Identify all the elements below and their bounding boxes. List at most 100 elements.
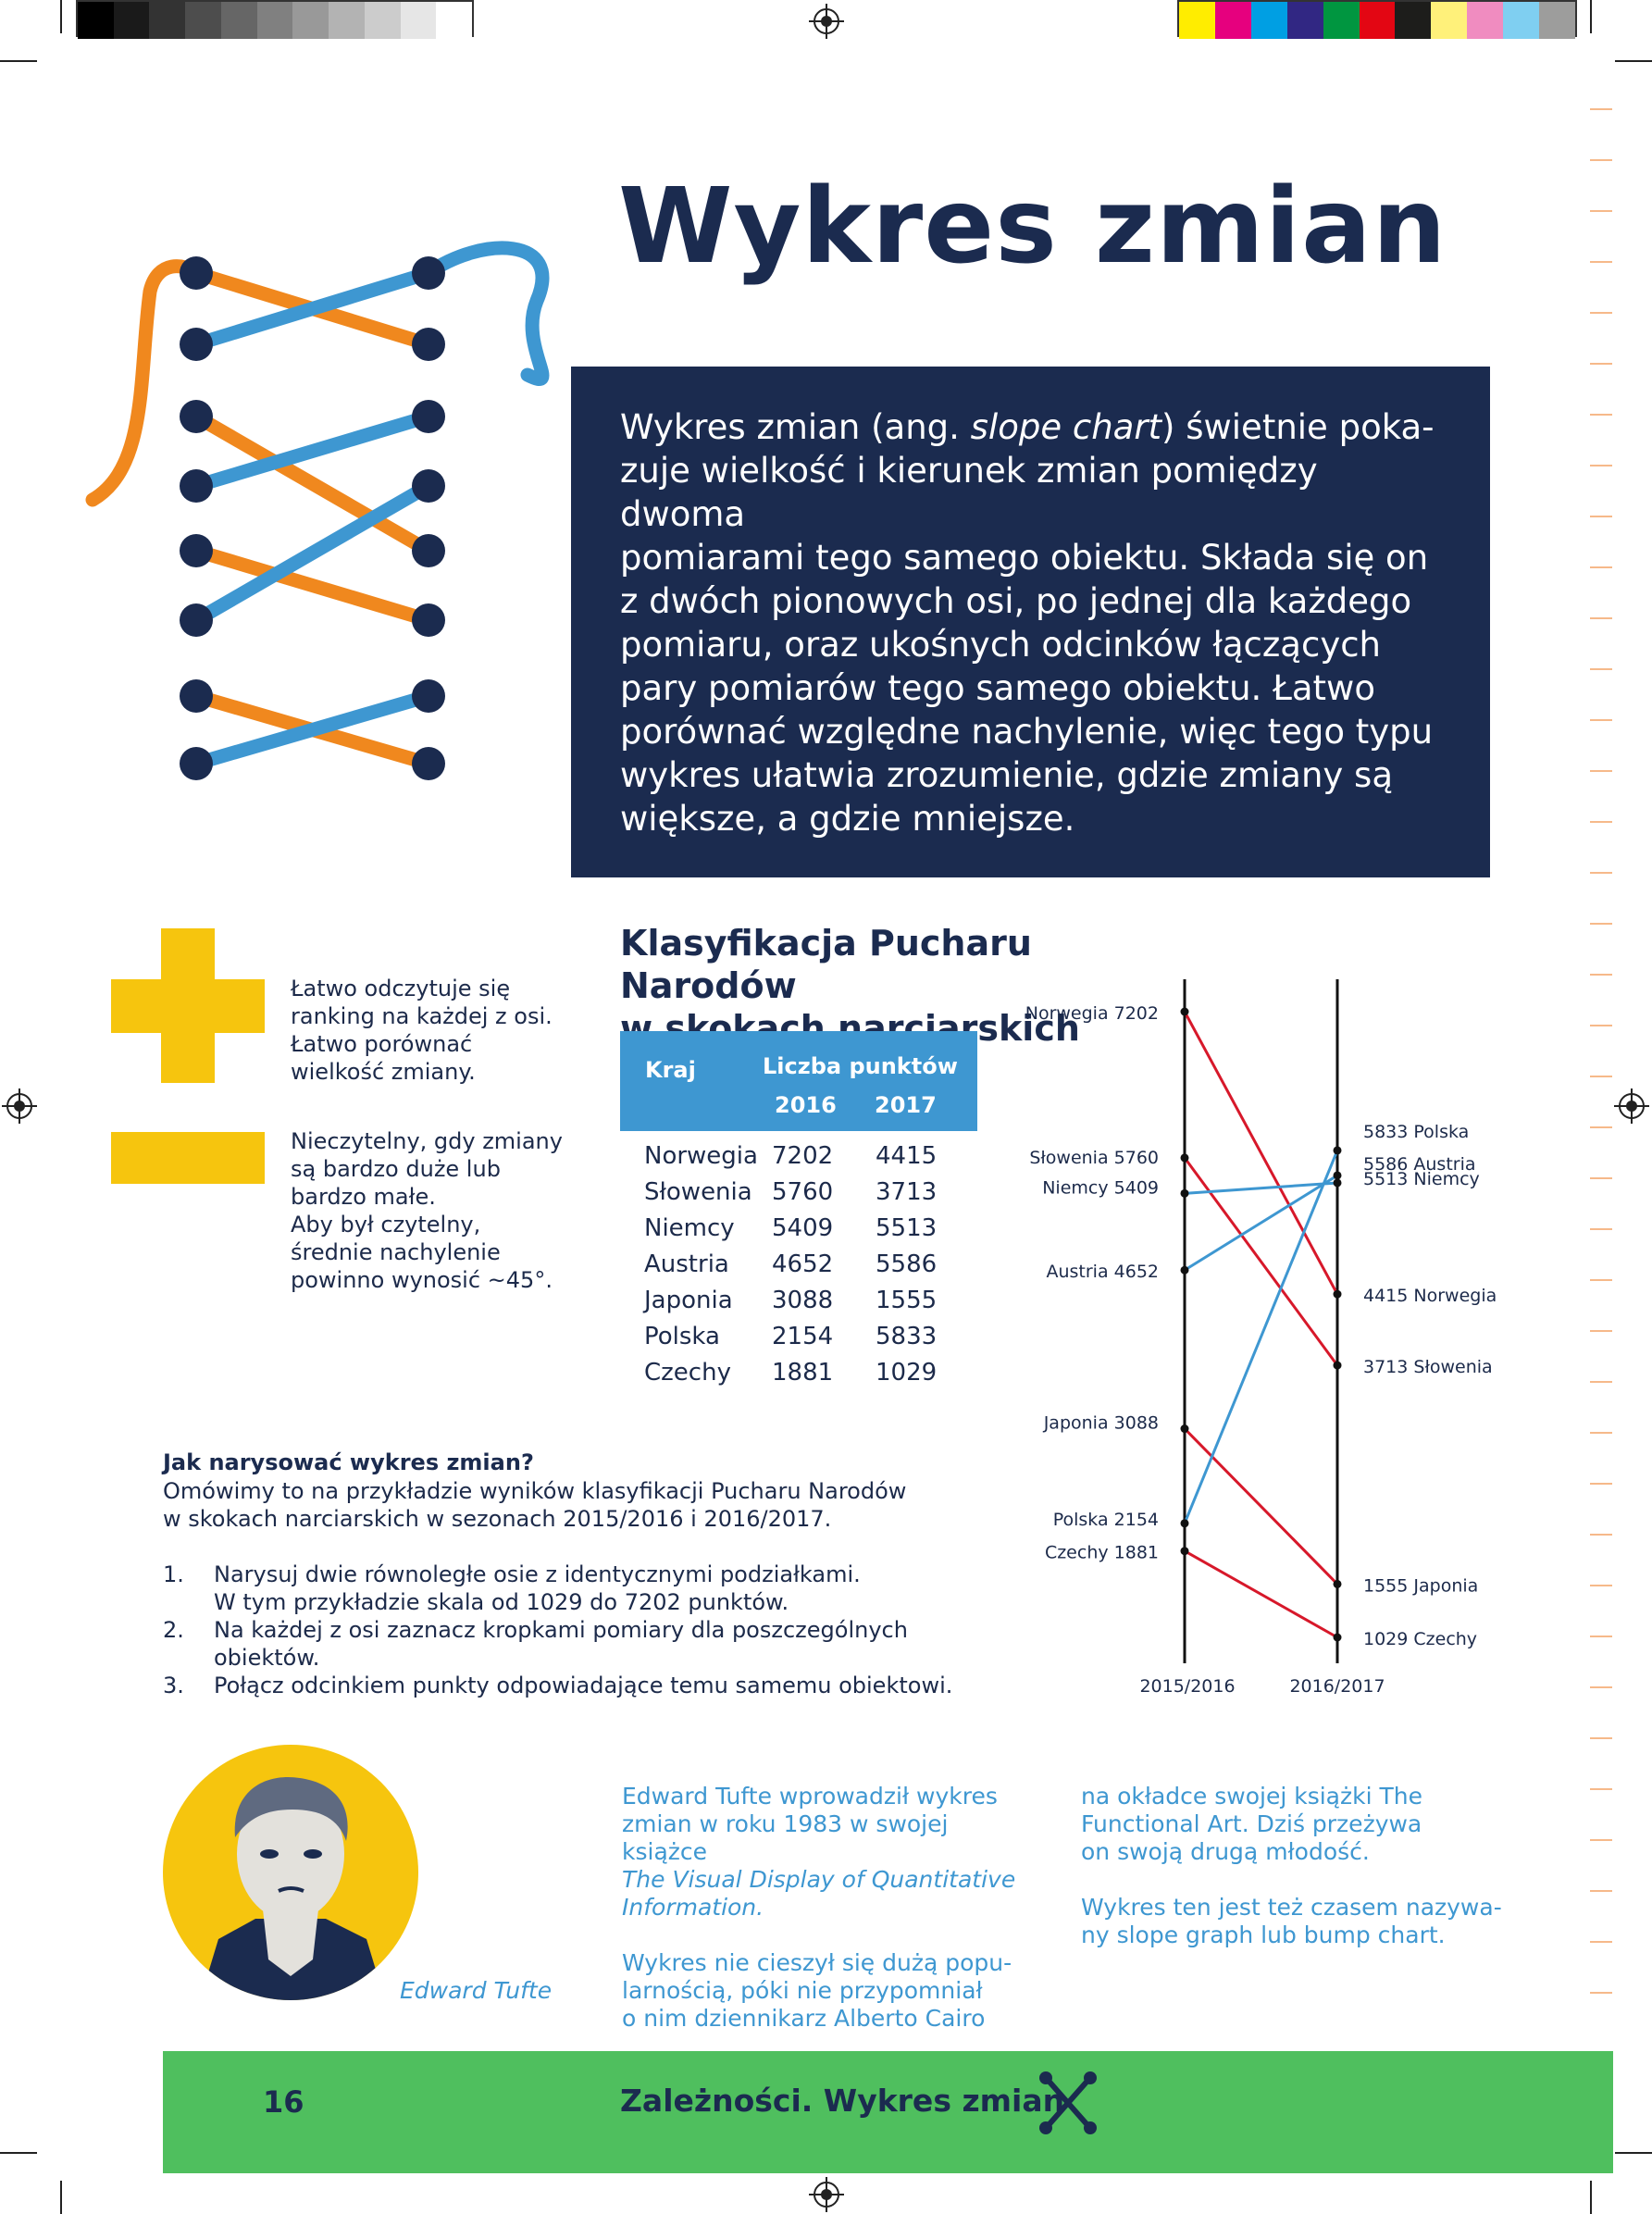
- table-cell-2016: 2154: [772, 1323, 834, 1350]
- color-swatch: [1395, 2, 1432, 39]
- col2-spacer: [1081, 1866, 1516, 1894]
- col2-line: ny slope graph lub bump chart.: [1081, 1922, 1446, 1948]
- tufte-text-col1: Edward Tufte wprowadził wykres zmian w r…: [622, 1783, 1038, 2033]
- table-row: Niemcy 5409 5513: [644, 1214, 959, 1250]
- table-cell-country: Słowenia: [644, 1178, 752, 1206]
- step-number: 2.: [163, 1617, 184, 1643]
- grayscale-color-bar: [76, 0, 474, 39]
- point-label-left: Austria 4652: [1046, 1262, 1159, 1282]
- registration-mark-icon: [809, 2177, 844, 2212]
- point-label-left: Niemcy 5409: [1042, 1177, 1159, 1198]
- table-cell-2017: 4415: [876, 1142, 938, 1170]
- intro-line: zuje wielkość i kierunek zmian pomiędzy …: [620, 451, 1318, 534]
- color-swatch: [1214, 2, 1251, 39]
- table-cell-2017: 1029: [876, 1359, 938, 1387]
- page-number: 16: [263, 2084, 304, 2120]
- intro-line: pomiaru, oraz ukośnych odcinków łączącyc…: [620, 625, 1382, 665]
- data-point: [1333, 1178, 1342, 1188]
- point-label-left: Japonia 3088: [1043, 1413, 1159, 1434]
- step-number: 3.: [163, 1673, 184, 1698]
- table-cell-2016: 5760: [772, 1178, 834, 1206]
- data-point: [1180, 1007, 1189, 1016]
- intro-text: Wykres zmian (ang. slope chart) świetnie…: [620, 405, 1453, 840]
- howto-heading: Jak narysować wykres zmian?: [163, 1449, 534, 1475]
- point-label-right: 4415 Norwegia: [1363, 1286, 1497, 1306]
- point-label-right: 1029 Czechy: [1363, 1629, 1477, 1649]
- intro-line: większe, a gdzie mniejsze.: [620, 799, 1075, 839]
- data-point: [1333, 1633, 1342, 1642]
- table-cell-2017: 5513: [876, 1214, 938, 1242]
- col2-line: na okładce swojej książki The: [1081, 1783, 1422, 1810]
- data-point: [1180, 1424, 1189, 1434]
- registration-mark-icon: [2, 1088, 37, 1124]
- point-label-left: Czechy 1881: [1045, 1543, 1159, 1563]
- col-header-country: Kraj: [645, 1057, 696, 1083]
- cons-line: bardzo małe.: [291, 1184, 436, 1210]
- howto-intro-line: w skokach narciarskich w sezonach 2015/2…: [163, 1506, 832, 1532]
- lacing-illustration: [85, 241, 550, 780]
- table-cell-2016: 4652: [772, 1250, 834, 1278]
- col1-line: o nim dziennikarz Alberto Cairo: [622, 2005, 986, 2032]
- intro-line: pomiarami tego samego obiektu. Składa si…: [620, 538, 1429, 578]
- data-point: [1180, 1265, 1189, 1275]
- table-row: Austria 4652 5586: [644, 1250, 959, 1287]
- color-swatch: [149, 2, 186, 39]
- table-title-line: Klasyfikacja Pucharu Narodów: [620, 923, 1032, 1006]
- color-swatch: [329, 2, 365, 39]
- color-swatch: [185, 2, 221, 39]
- color-swatch: [1359, 2, 1396, 39]
- point-label-right: 1555 Japonia: [1363, 1575, 1478, 1596]
- howto-step: 1. Narysuj dwie równoległe osie z identy…: [163, 1561, 996, 1616]
- cmyk-color-bar: [1177, 0, 1577, 39]
- pros-line: Łatwo odczytuje się: [291, 976, 511, 1001]
- intro-line: porównać względne nachylenie, więc tego …: [620, 712, 1434, 752]
- table-cell-country: Czechy: [644, 1359, 731, 1387]
- table-cell-2017: 3713: [876, 1178, 938, 1206]
- footer-title: Zależności. Wykres zmian: [620, 2083, 1065, 2119]
- color-swatch: [1539, 2, 1575, 39]
- table-header: Kraj Liczba punktów 2016 2017: [620, 1031, 977, 1131]
- table-cell-2016: 5409: [772, 1214, 834, 1242]
- col1-line: The Visual Display of Quantitative: [622, 1866, 1016, 1893]
- col2-line: Functional Art. Dziś przeżywa: [1081, 1810, 1422, 1837]
- color-swatch: [436, 2, 472, 39]
- col-header-points: Liczba punktów: [763, 1053, 958, 1079]
- table-row: Czechy 1881 1029: [644, 1359, 959, 1395]
- table-cell-country: Austria: [644, 1250, 729, 1278]
- col1-line: Wykres nie cieszył się dużą popu-: [622, 1949, 1012, 1976]
- color-swatch: [400, 2, 437, 39]
- step-line: Na każdej z osi zaznacz kropkami pomiary…: [214, 1617, 908, 1643]
- slope-line: [1183, 1150, 1339, 1524]
- col-header-2017: 2017: [875, 1092, 937, 1118]
- cons-line: Aby był czytelny,: [291, 1212, 481, 1238]
- pros-line: ranking na każdej z osi.: [291, 1003, 553, 1029]
- cons-line: powinno wynosić ~45°.: [291, 1267, 553, 1293]
- table-cell-country: Norwegia: [644, 1142, 758, 1170]
- col2-line: on swoją drugą młodość.: [1081, 1838, 1370, 1865]
- color-swatch: [292, 2, 329, 39]
- x-tick-label: 2016/2017: [1289, 1676, 1385, 1697]
- table-row: Polska 2154 5833: [644, 1323, 959, 1359]
- color-swatch: [256, 2, 293, 39]
- pros-line: wielkość zmiany.: [291, 1059, 476, 1085]
- color-swatch: [113, 2, 150, 39]
- data-point: [1333, 1289, 1342, 1299]
- table-cell-country: Japonia: [644, 1287, 733, 1314]
- data-point: [1180, 1547, 1189, 1556]
- intro-box: [571, 367, 1490, 877]
- slope-line: [1184, 1181, 1338, 1195]
- table-cell-2016: 7202: [772, 1142, 834, 1170]
- step-line: Połącz odcinkiem punkty odpowiadające te…: [214, 1673, 953, 1698]
- portrait-caption: Edward Tufte: [400, 1977, 553, 2004]
- howto-intro: Omówimy to na przykładzie wyników klasyf…: [163, 1477, 906, 1533]
- point-label-right: 5513 Niemcy: [1363, 1169, 1480, 1189]
- step-line: obiektów.: [214, 1645, 320, 1671]
- page-title: Wykres zmian: [618, 167, 1447, 287]
- step-number: 1.: [163, 1561, 184, 1587]
- color-swatch: [1323, 2, 1360, 39]
- intro-line: wykres ułatwia zrozumienie, gdzie zmiany…: [620, 755, 1394, 795]
- pros-note: Łatwo odczytuje się ranking na każdej z …: [291, 975, 553, 1086]
- intro-line: z dwóch pionowych osi, po jednej dla każ…: [620, 581, 1412, 621]
- col-header-2016: 2016: [775, 1092, 837, 1118]
